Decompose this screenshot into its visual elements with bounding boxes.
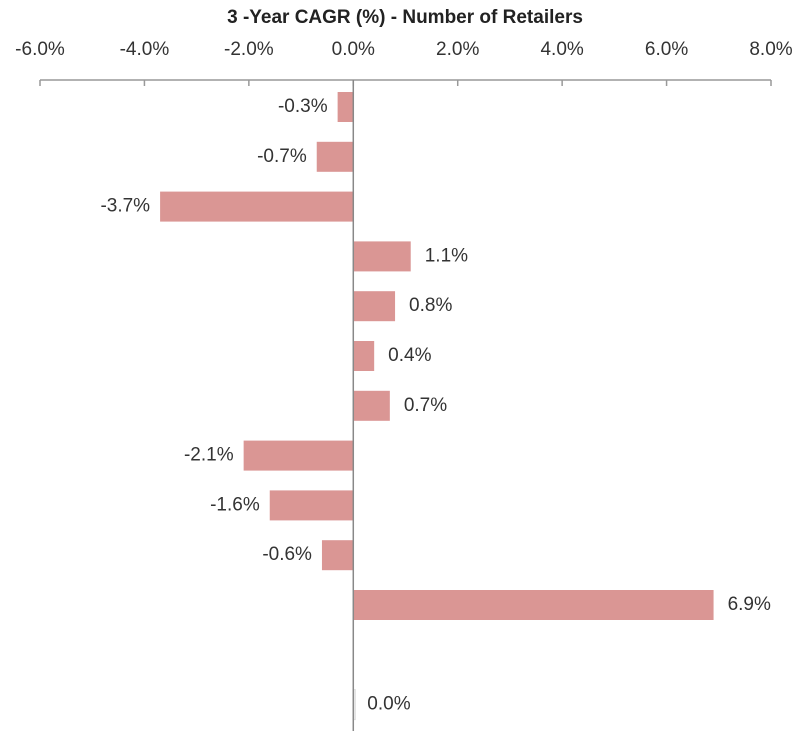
x-tick-label: -6.0% bbox=[15, 39, 65, 60]
x-tick-label: 6.0% bbox=[645, 39, 688, 60]
value-label: 0.4% bbox=[388, 345, 431, 366]
x-tick-label: 4.0% bbox=[540, 39, 583, 60]
value-label: 0.0% bbox=[367, 694, 410, 715]
value-label: -2.1% bbox=[184, 445, 234, 466]
x-tick-label: -4.0% bbox=[120, 39, 170, 60]
value-label: 6.9% bbox=[728, 594, 771, 615]
value-label: -0.6% bbox=[262, 544, 312, 565]
x-tick-label: 8.0% bbox=[749, 39, 792, 60]
x-tick-label: 0.0% bbox=[332, 39, 375, 60]
value-label: 1.1% bbox=[425, 245, 468, 266]
value-label: -1.6% bbox=[210, 494, 260, 515]
value-label: -0.3% bbox=[278, 96, 328, 117]
value-label: -3.7% bbox=[100, 196, 150, 217]
bar bbox=[353, 291, 396, 322]
bar bbox=[353, 241, 411, 272]
x-tick-label: -2.0% bbox=[224, 39, 274, 60]
bar bbox=[160, 191, 354, 222]
bar bbox=[353, 390, 390, 421]
value-label: 0.7% bbox=[404, 395, 447, 416]
bar bbox=[269, 490, 354, 521]
x-tick-label: 2.0% bbox=[436, 39, 479, 60]
chart-title: 3 -Year CAGR (%) - Number of Retailers bbox=[227, 7, 583, 28]
bar bbox=[321, 540, 354, 571]
bar bbox=[316, 141, 354, 172]
bar bbox=[243, 440, 354, 471]
value-label: 0.8% bbox=[409, 295, 452, 316]
bar bbox=[337, 92, 354, 122]
bar bbox=[353, 590, 714, 620]
bar bbox=[353, 341, 375, 371]
value-label: -0.7% bbox=[257, 146, 307, 167]
